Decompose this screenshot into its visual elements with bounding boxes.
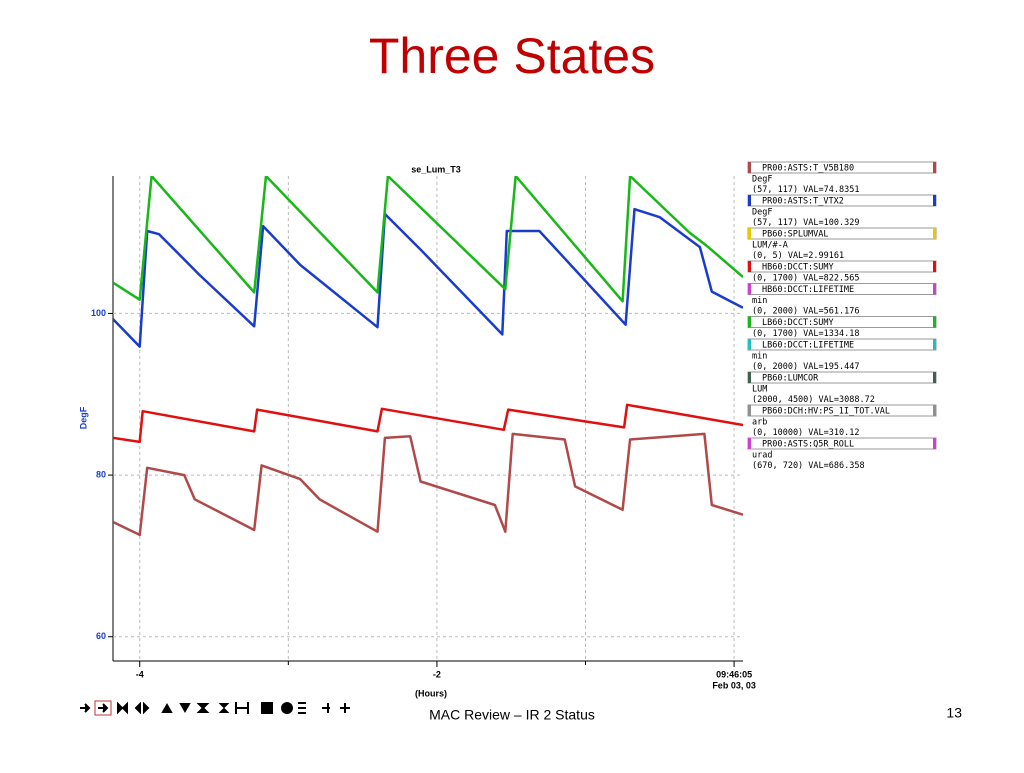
toolbar bbox=[76, 698, 356, 718]
legend-swatch bbox=[933, 228, 936, 239]
legend-info: (670, 720) VAL=686.358 bbox=[752, 461, 865, 471]
legend-info: (0, 5) VAL=2.99161 bbox=[752, 251, 844, 261]
x-tick-label: 09:46:05 bbox=[716, 669, 752, 679]
series-line bbox=[113, 403, 743, 444]
plot-area bbox=[113, 176, 743, 537]
slide-title: Three States bbox=[369, 28, 655, 84]
legend-unit: DegF bbox=[752, 175, 772, 185]
toolbar-selected bbox=[94, 700, 112, 716]
toolbar-icons bbox=[80, 701, 350, 715]
page-number: 13 bbox=[946, 705, 962, 721]
series-line bbox=[113, 432, 743, 537]
legend-swatch bbox=[748, 339, 751, 350]
legend-unit: LUM bbox=[752, 385, 767, 395]
legend-info: (0, 2000) VAL=561.176 bbox=[752, 307, 859, 317]
legend-swatch bbox=[933, 405, 936, 416]
x-axis-label: (Hours) bbox=[415, 688, 447, 698]
legend-name: HB60:DCCT:LIFETIME bbox=[762, 285, 854, 295]
legend-unit: urad bbox=[752, 451, 772, 461]
legend-info: (2000, 4500) VAL=3088.72 bbox=[752, 395, 875, 405]
legend-info: (57, 117) VAL=74.8351 bbox=[752, 185, 859, 195]
legend-swatch bbox=[748, 283, 751, 295]
chart-title: se_Lum_T3 bbox=[411, 164, 461, 174]
legend-info: (0, 1700) VAL=1334.18 bbox=[752, 329, 859, 339]
y-tick-label: 60 bbox=[96, 631, 106, 641]
legend-swatch bbox=[748, 162, 751, 173]
legend-swatch bbox=[748, 195, 751, 206]
legend-swatch bbox=[933, 438, 936, 449]
y-tick-label: 80 bbox=[96, 469, 106, 479]
legend-swatch bbox=[933, 162, 936, 173]
legend-swatch bbox=[933, 195, 936, 206]
series-line bbox=[113, 176, 743, 303]
legend-name: PB60:SPLUMVAL bbox=[762, 230, 829, 240]
x-tick-label: -2 bbox=[433, 669, 441, 679]
legend-name: LB60:DCCT:LIFETIME bbox=[762, 341, 854, 351]
legend-unit: DegF bbox=[752, 208, 772, 218]
x-tick-label: -4 bbox=[136, 669, 144, 679]
legend-info: (57, 117) VAL=100.329 bbox=[752, 218, 859, 228]
legend-swatch bbox=[933, 261, 936, 272]
legend-swatch bbox=[933, 283, 936, 295]
legend-swatch bbox=[748, 261, 751, 272]
legend-name: PR00:ASTS:T_V5B180 bbox=[762, 164, 854, 174]
legend-swatch bbox=[933, 372, 936, 383]
legend-info: (0, 2000) VAL=195.447 bbox=[752, 362, 859, 372]
legend-entry: LB60:DCCT:SUMY(0, 1700) VAL=1334.18 bbox=[747, 316, 937, 339]
legend-unit: min bbox=[752, 296, 767, 306]
legend-swatch bbox=[933, 339, 936, 350]
legend-entry: HB60:DCCT:SUMY(0, 1700) VAL=822.565 bbox=[747, 260, 937, 284]
y-axis-label: DegF bbox=[78, 406, 88, 429]
legend-unit: arb bbox=[752, 418, 767, 428]
legend-name: HB60:DCCT:SUMY bbox=[762, 263, 834, 273]
legend-name: PR00:ASTS:Q5R_ROLL bbox=[762, 440, 854, 450]
legend-unit: LUM/#-A bbox=[752, 241, 788, 251]
legend-name: PR00:ASTS:T_VTX2 bbox=[762, 197, 844, 207]
y-tick-label: 100 bbox=[91, 308, 106, 318]
legend-name: PB60:LUMCOR bbox=[762, 374, 819, 384]
legend-info: (0, 10000) VAL=310.12 bbox=[752, 428, 859, 438]
legend-name: LB60:DCCT:SUMY bbox=[762, 318, 834, 328]
x-tick-sublabel: Feb 03, 03 bbox=[712, 680, 756, 690]
legend-name: PB60:DCH:HV:PS_1I_TOT.VAL bbox=[762, 407, 890, 417]
legend-info: (0, 1700) VAL=822.565 bbox=[752, 274, 859, 284]
legend-swatch bbox=[748, 405, 751, 416]
legend-swatch bbox=[933, 316, 936, 328]
legend-swatch bbox=[748, 316, 751, 328]
legend-swatch bbox=[748, 438, 751, 449]
legend-swatch bbox=[748, 372, 751, 383]
series-line bbox=[113, 207, 743, 348]
legend-unit: min bbox=[752, 352, 767, 362]
legend-swatch bbox=[748, 228, 751, 239]
footer: MAC Review – IR 2 Status bbox=[429, 707, 595, 723]
